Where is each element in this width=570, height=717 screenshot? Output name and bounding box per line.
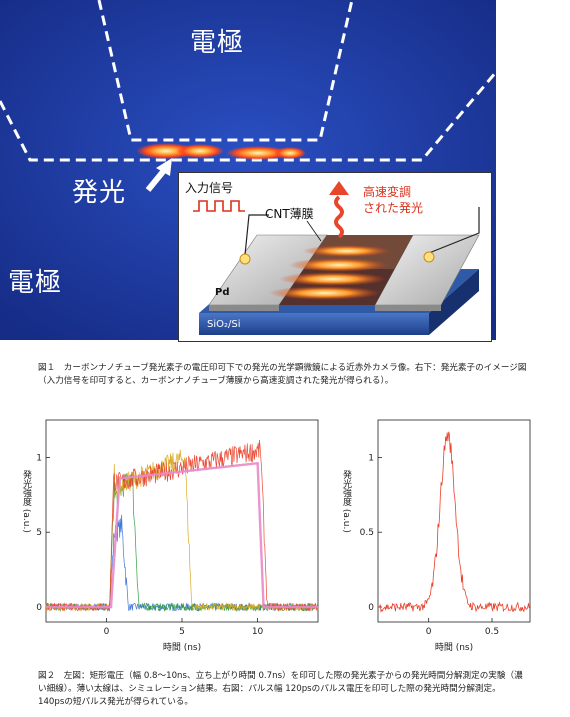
y-tick-label: 0.5 (360, 528, 374, 538)
emission-spot-right (226, 146, 290, 160)
plot-frame (377, 419, 531, 623)
y-tick-label: 1 (36, 453, 42, 463)
series-0-line (377, 431, 530, 613)
inset-pd-label: Pd (215, 287, 230, 298)
inset-cnt-film-label: CNT薄膜 (265, 207, 314, 221)
y-tick-label: 0 (36, 603, 42, 613)
chart-left: 0 5 10 0 0.5 1 時間 (ns) (36, 419, 319, 653)
inset-substrate-label: SiO₂/Si (207, 319, 241, 330)
label-electrode-top: 電極 (190, 28, 245, 58)
x-tick-label: 5 (179, 627, 185, 637)
square-wave-icon (193, 200, 245, 212)
series-0-line (45, 514, 319, 612)
figure2-caption-line1: 図２ 左図：矩形電圧（幅 0.8〜10ns、立ち上がり時間 0.7ns）を印可し… (38, 671, 523, 681)
simulation-line (46, 461, 318, 609)
series-2-line (45, 449, 319, 612)
figure1-caption-line2: （入力信号を印可すると、カーボンナノチューブ薄膜から高速変調された発光が得られる… (38, 376, 394, 386)
figure2-caption-line3: 140psの短パルス発光が得られている。 (38, 697, 193, 707)
x-axis-label: 時間 (ns) (435, 642, 473, 653)
emission-arrow-icon (329, 181, 349, 195)
arrow-icon (156, 158, 172, 176)
x-tick-label: 0 (426, 627, 432, 637)
device-illustration (193, 181, 480, 335)
inset-input-signal-label: 入力信号 (185, 181, 234, 195)
y-tick-label: 0.5 (36, 528, 42, 538)
x-tick-label: 0.5 (485, 627, 499, 637)
label-emission: 発光 (72, 178, 127, 208)
figure2-caption-line2: い細線）。薄い太線は、シミュレーション結果。右図：パルス幅 120psのパルス電… (38, 684, 501, 694)
chart-right: 0 0.5 0 0.5 1 時間 (ns) (360, 419, 531, 653)
inset-modulated-label-2: された発光 (363, 201, 424, 215)
label-electrode-bottom: 電極 (8, 268, 63, 298)
figure1-camera-image: 電極 発光 電極 (0, 0, 496, 342)
chart-left-ylabel: 発光強度 (a.u.) (21, 470, 31, 533)
series-1-line (45, 472, 319, 612)
y-tick-label: 0 (368, 603, 374, 613)
x-tick-label: 10 (252, 627, 264, 637)
x-axis-label: 時間 (ns) (163, 642, 201, 653)
x-tick-label: 0 (104, 627, 110, 637)
chart-right-ylabel: 発光強度 (a.u.) (341, 470, 351, 533)
y-tick-label: 1 (368, 453, 374, 463)
plot-frame (45, 419, 319, 623)
device-illustration-inset: 入力信号 CNT薄膜 高速変調 された発光 Pd SiO₂/Si (178, 172, 492, 342)
inset-modulated-label-1: 高速変調 (363, 185, 412, 199)
series-3-line (45, 439, 319, 612)
figure1-caption-line1: 図１ カーボンナノチューブ発光素子の電圧印可下での発光の光学顕微鏡による近赤外カ… (38, 363, 527, 373)
